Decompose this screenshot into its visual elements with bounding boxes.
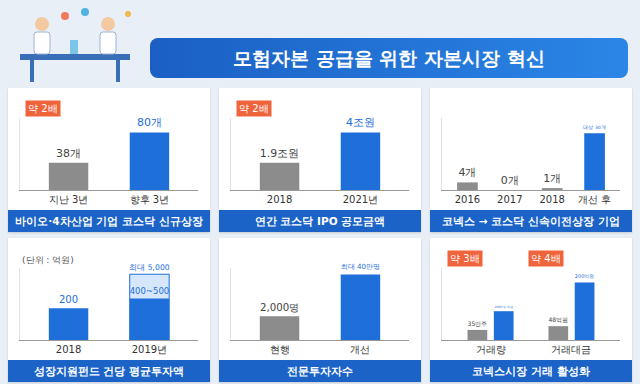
svg-text:1.9조원: 1.9조원 — [260, 147, 299, 160]
svg-text:35만주: 35만주 — [468, 320, 488, 327]
svg-text:0개: 0개 — [501, 174, 519, 187]
svg-text:최대 40만명: 최대 40만명 — [341, 262, 380, 271]
svg-text:(단위 : 억원): (단위 : 억원) — [22, 255, 74, 265]
svg-text:1개: 1개 — [543, 172, 561, 185]
svg-text:최대 5,000: 최대 5,000 — [129, 263, 169, 272]
svg-text:2019년: 2019년 — [132, 344, 167, 355]
svg-text:거래량: 거래량 — [476, 344, 506, 355]
html-text:전문투자자수: 전문투자자수 — [287, 365, 353, 377]
svg-text:4개: 4개 — [458, 166, 476, 179]
html-text:연간 코스닥 IPO 공모금액: 연간 코스닥 IPO 공모금액 — [254, 215, 386, 227]
svg-text:향후 3년: 향후 3년 — [130, 194, 170, 205]
svg-text:48억원: 48억원 — [548, 316, 568, 323]
svg-text:대상 30개: 대상 30개 — [583, 125, 605, 130]
svg-text:400~500: 400~500 — [130, 286, 169, 296]
svg-text:거래대금: 거래대금 — [551, 344, 591, 355]
html-text:성장지원펀드 건당 평균투자액: 성장지원펀드 건당 평균투자액 — [33, 365, 185, 377]
svg-text:지난 3년: 지난 3년 — [49, 194, 89, 205]
svg-text:80개: 80개 — [137, 116, 162, 129]
svg-text:2017: 2017 — [497, 194, 522, 205]
svg-text:38개: 38개 — [56, 147, 81, 160]
svg-text:약 2배: 약 2배 — [239, 103, 269, 114]
html-text:바이오·4차산업 기업 코스닥 신규상장: 바이오·4차산업 기업 코스닥 신규상장 — [15, 215, 203, 227]
svg-text:4조원: 4조원 — [346, 116, 375, 129]
svg-text:2016: 2016 — [455, 194, 480, 205]
svg-text:100만주 이상: 100만주 이상 — [494, 305, 513, 309]
svg-text:약 2배: 약 2배 — [28, 103, 58, 114]
svg-text:2018: 2018 — [539, 194, 564, 205]
svg-text:현행: 현행 — [270, 344, 290, 355]
svg-text:개선: 개선 — [350, 344, 370, 355]
html-text:코넥스 → 코스닥 신속이전상장 기업: 코넥스 → 코스닥 신속이전상장 기업 — [442, 215, 620, 227]
svg-text:개선 후: 개선 후 — [578, 194, 611, 205]
svg-text:2,000명: 2,000명 — [260, 302, 299, 313]
svg-text:약 4배: 약 4배 — [531, 253, 561, 264]
svg-text:2018: 2018 — [267, 194, 292, 205]
svg-text:200억원: 200억원 — [575, 273, 595, 279]
svg-text:200: 200 — [59, 294, 78, 305]
html-text:모험자본 공급을 위한 자본시장 혁신: 모험자본 공급을 위한 자본시장 혁신 — [233, 47, 545, 69]
svg-text:약 3배: 약 3배 — [450, 253, 480, 264]
html-text:코넥스시장 거래 활성화: 코넥스시장 거래 활성화 — [472, 365, 590, 377]
svg-text:2018: 2018 — [56, 344, 81, 355]
svg-text:2021년: 2021년 — [343, 194, 378, 205]
